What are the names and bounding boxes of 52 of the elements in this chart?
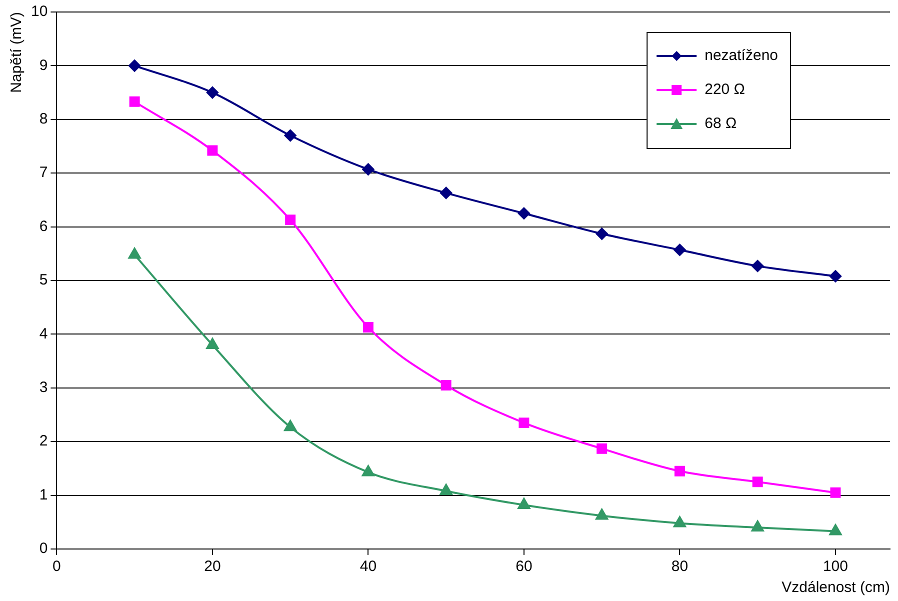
point bbox=[596, 508, 608, 520]
point bbox=[674, 466, 685, 476]
x-tick-label: 80 bbox=[671, 558, 688, 576]
point bbox=[596, 443, 608, 454]
point bbox=[440, 186, 452, 199]
point bbox=[285, 214, 296, 226]
y-tick-label: 3 bbox=[39, 379, 48, 396]
point bbox=[284, 130, 296, 142]
x-tick-label: 60 bbox=[516, 558, 532, 576]
point bbox=[207, 145, 218, 156]
point bbox=[518, 207, 530, 220]
point bbox=[284, 420, 297, 432]
point bbox=[830, 487, 841, 498]
point bbox=[129, 96, 140, 107]
point bbox=[362, 163, 374, 176]
x-tick-label: 20 bbox=[204, 558, 221, 576]
point bbox=[752, 476, 763, 488]
point bbox=[128, 248, 141, 259]
point bbox=[674, 244, 686, 256]
legend-label: 68 Ω bbox=[704, 115, 737, 132]
y-tick-label: 8 bbox=[39, 110, 48, 128]
x-axis-title: Vzdálenost (cm) bbox=[782, 579, 890, 596]
point bbox=[206, 338, 219, 349]
y-tick-label: 4 bbox=[39, 325, 48, 342]
y-tick-label: 1 bbox=[39, 486, 48, 504]
x-tick-label: 40 bbox=[360, 558, 377, 576]
point bbox=[518, 498, 530, 509]
point bbox=[440, 380, 452, 390]
y-axis-title: Napětí (mV) bbox=[8, 12, 26, 93]
point bbox=[674, 516, 686, 528]
legend-label: nezatíženo bbox=[704, 47, 778, 64]
y-tick-label: 0 bbox=[39, 540, 48, 558]
point bbox=[362, 322, 374, 332]
point bbox=[596, 228, 608, 240]
point bbox=[440, 484, 452, 496]
y-tick-label: 6 bbox=[39, 218, 48, 235]
y-tick-label: 7 bbox=[39, 164, 48, 182]
point bbox=[752, 260, 764, 272]
y-tick-label: 2 bbox=[39, 432, 48, 450]
point bbox=[128, 60, 141, 72]
point bbox=[829, 524, 842, 536]
legend-label: 220 Ω bbox=[704, 81, 746, 98]
x-tick-label: 0 bbox=[52, 558, 61, 576]
y-tick-label: 10 bbox=[30, 3, 48, 20]
point bbox=[362, 465, 374, 476]
point bbox=[751, 520, 764, 532]
point bbox=[518, 418, 530, 428]
point bbox=[206, 86, 218, 99]
y-tick-label: 9 bbox=[39, 56, 48, 74]
x-tick-label: 100 bbox=[822, 558, 848, 576]
y-tick-label: 5 bbox=[39, 272, 48, 289]
point bbox=[829, 270, 842, 282]
